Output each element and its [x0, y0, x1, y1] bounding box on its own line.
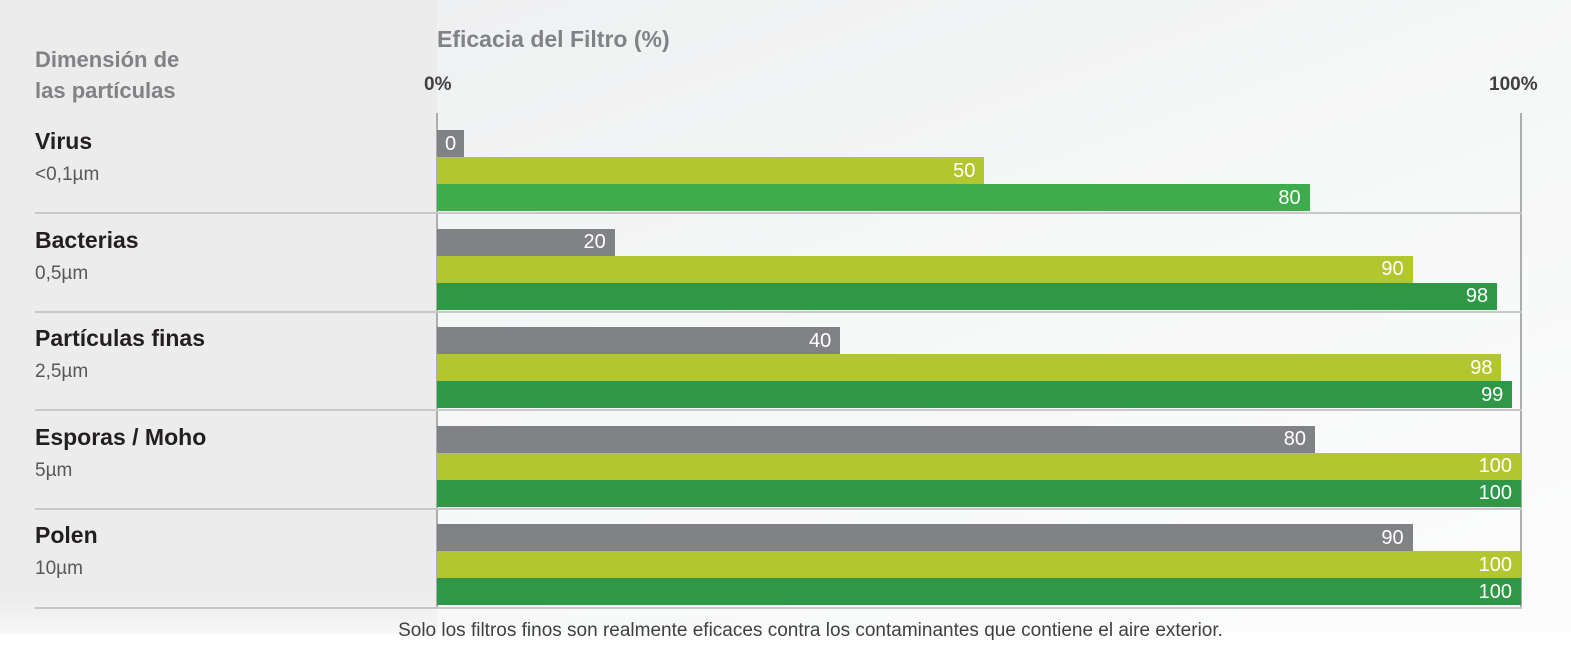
- bar-value-label: 98: [1465, 285, 1489, 308]
- row-separator: [35, 507, 1522, 510]
- bar-barra-verde: 100: [437, 479, 1521, 507]
- axis-tick-0: 0%: [424, 74, 452, 95]
- bar-value-label: 40: [808, 329, 832, 352]
- bar-value-label: 90: [1381, 258, 1404, 281]
- bar-value-label: 90: [1381, 526, 1404, 549]
- axis-tick-100: 100%: [1489, 74, 1538, 95]
- axis-line-100: [1520, 113, 1522, 608]
- bar-value-label: 100: [1478, 580, 1512, 603]
- bar-value-label: 100: [1478, 553, 1512, 576]
- bar-barra-verde: 98: [437, 282, 1498, 310]
- category-label: Partículas finas: [35, 325, 206, 352]
- bar-value-label: 0: [444, 132, 457, 155]
- category-size: 5µm: [35, 459, 73, 481]
- category-size: 0,5µm: [35, 262, 89, 284]
- bar-barra-verde-clara: 100: [437, 551, 1521, 579]
- bar-barra-verde-clara: 90: [437, 255, 1413, 283]
- bar-barra-verde: 99: [437, 381, 1513, 409]
- category-size: <0,1µm: [35, 164, 100, 185]
- bar-value-label: 80: [1278, 186, 1301, 209]
- row-separator: [35, 212, 1522, 215]
- bar-barra-verde: 100: [437, 578, 1521, 606]
- bar-barra-gris: 90: [437, 524, 1413, 552]
- bar-value-label: 80: [1283, 428, 1307, 451]
- bar-barra-gris: 20: [437, 228, 615, 256]
- category-panel: [0, 0, 437, 634]
- bar-barra-gris: 0: [437, 130, 465, 157]
- row-separator: [35, 409, 1522, 412]
- category-label: Esporas / Moho: [35, 423, 207, 450]
- y-axis-title: Dimensión de las partículas: [35, 47, 180, 103]
- row-separator: [35, 310, 1522, 313]
- bar-barra-verde: 80: [437, 184, 1310, 211]
- chart-title: Eficacia del Filtro (%): [437, 26, 670, 52]
- bar-barra-verde-clara: 98: [437, 354, 1502, 382]
- bar-barra-gris: 80: [437, 425, 1316, 453]
- bar-value-label: 50: [953, 159, 976, 182]
- bar-barra-verde-clara: 50: [437, 157, 985, 184]
- bar-barra-gris: 40: [437, 327, 841, 355]
- bar-value-label: 99: [1481, 383, 1504, 406]
- bar-barra-verde-clara: 100: [437, 452, 1521, 480]
- row-separator: [35, 606, 1522, 609]
- bar-value-label: 20: [583, 231, 606, 254]
- bar-value-label: 100: [1478, 455, 1512, 478]
- footer-note: Solo los filtros finos son realmente efi…: [398, 620, 1223, 641]
- category-label: Virus: [35, 128, 93, 154]
- bar-value-label: 100: [1478, 482, 1512, 505]
- category-label: Polen: [35, 522, 98, 549]
- category-size: 10µm: [35, 558, 83, 580]
- category-size: 2,5µm: [35, 361, 89, 383]
- bar-value-label: 98: [1470, 356, 1493, 379]
- category-label: Bacterias: [35, 226, 139, 253]
